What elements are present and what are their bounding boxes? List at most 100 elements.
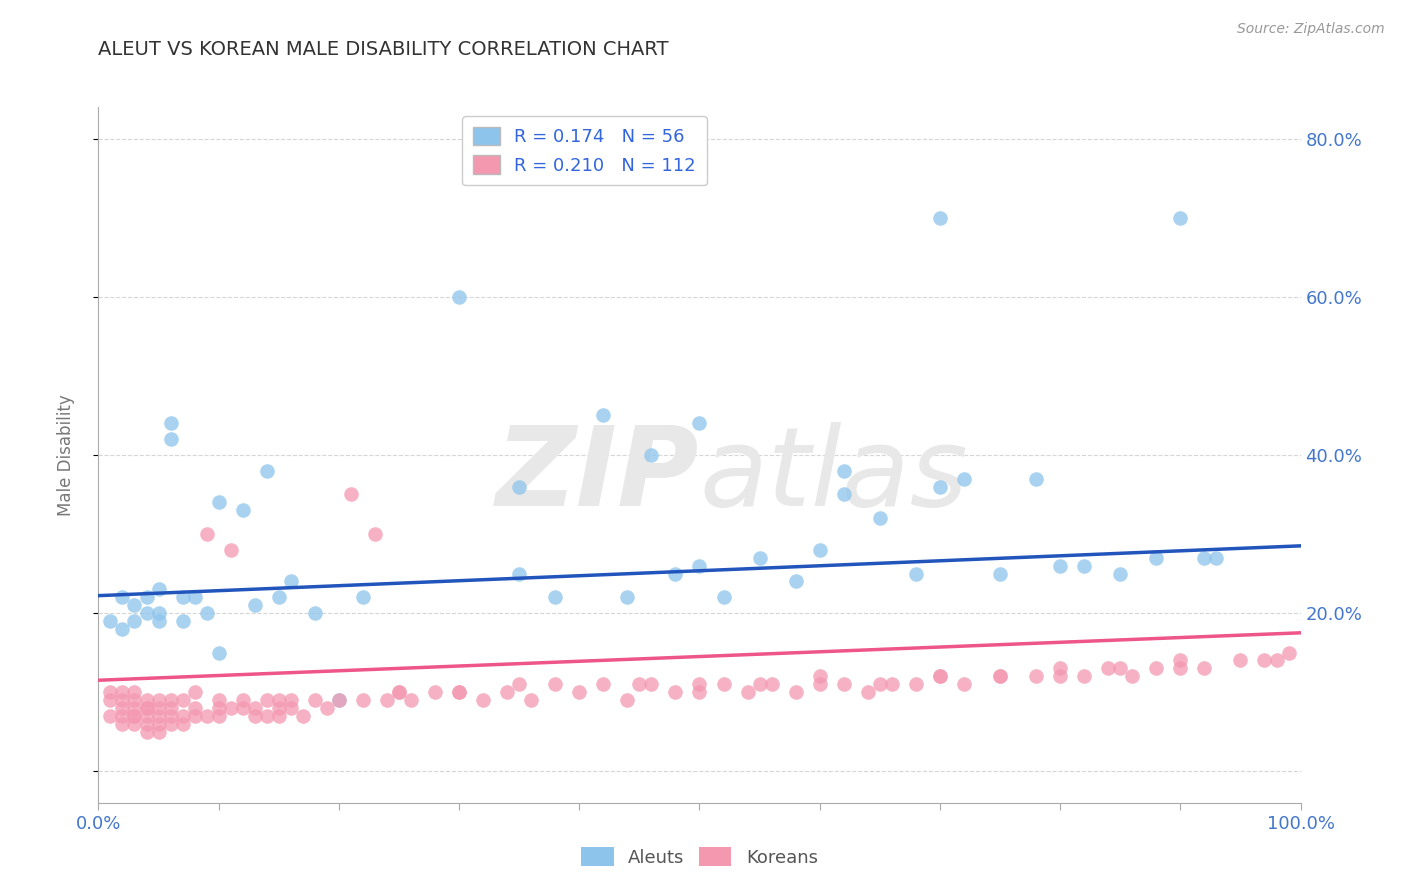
Point: [1253, 653, 1275, 667]
Point: [928, 479, 950, 493]
Point: [183, 701, 205, 715]
Point: [880, 677, 903, 691]
Point: [315, 701, 337, 715]
Point: [100, 685, 122, 699]
Y-axis label: Male Disability: Male Disability: [56, 394, 75, 516]
Point: [232, 693, 254, 707]
Point: [232, 503, 254, 517]
Point: [544, 591, 567, 605]
Point: [159, 693, 181, 707]
Point: [135, 708, 157, 723]
Point: [520, 693, 543, 707]
Point: [544, 677, 567, 691]
Point: [1121, 669, 1143, 683]
Point: [256, 693, 278, 707]
Point: [172, 614, 194, 628]
Point: [1265, 653, 1288, 667]
Point: [592, 409, 614, 423]
Legend: Aleuts, Koreans: Aleuts, Koreans: [574, 840, 825, 874]
Point: [953, 677, 976, 691]
Point: [135, 701, 157, 715]
Point: [785, 685, 807, 699]
Point: [869, 511, 891, 525]
Point: [808, 669, 831, 683]
Point: [1194, 550, 1216, 565]
Point: [267, 591, 290, 605]
Point: [832, 464, 855, 478]
Point: [447, 290, 470, 304]
Point: [256, 708, 278, 723]
Point: [1097, 661, 1119, 675]
Point: [928, 669, 950, 683]
Point: [472, 693, 495, 707]
Point: [148, 724, 170, 739]
Point: [195, 527, 218, 541]
Point: [111, 693, 134, 707]
Point: [159, 432, 181, 446]
Point: [592, 677, 614, 691]
Point: [1049, 669, 1071, 683]
Point: [135, 606, 157, 620]
Point: [1109, 661, 1132, 675]
Point: [135, 716, 157, 731]
Point: [375, 693, 398, 707]
Point: [111, 685, 134, 699]
Point: [388, 685, 411, 699]
Point: [1073, 669, 1095, 683]
Point: [195, 606, 218, 620]
Point: [340, 487, 363, 501]
Point: [135, 693, 157, 707]
Point: [1229, 653, 1251, 667]
Point: [111, 591, 134, 605]
Text: Source: ZipAtlas.com: Source: ZipAtlas.com: [1237, 22, 1385, 37]
Point: [243, 598, 266, 612]
Point: [616, 591, 638, 605]
Point: [1277, 646, 1299, 660]
Point: [640, 448, 662, 462]
Point: [1170, 211, 1192, 225]
Point: [508, 677, 530, 691]
Point: [208, 701, 231, 715]
Point: [243, 701, 266, 715]
Point: [1025, 669, 1047, 683]
Point: [124, 708, 146, 723]
Point: [124, 701, 146, 715]
Point: [1109, 566, 1132, 581]
Point: [689, 417, 711, 431]
Point: [124, 708, 146, 723]
Point: [568, 685, 591, 699]
Point: [111, 622, 134, 636]
Point: [928, 669, 950, 683]
Point: [124, 693, 146, 707]
Point: [808, 542, 831, 557]
Point: [267, 701, 290, 715]
Point: [832, 487, 855, 501]
Point: [1049, 558, 1071, 573]
Point: [280, 574, 302, 589]
Point: [713, 677, 735, 691]
Point: [988, 669, 1011, 683]
Point: [1049, 661, 1071, 675]
Point: [808, 677, 831, 691]
Point: [100, 614, 122, 628]
Point: [232, 701, 254, 715]
Point: [508, 479, 530, 493]
Point: [111, 716, 134, 731]
Point: [1170, 661, 1192, 675]
Point: [208, 708, 231, 723]
Point: [135, 701, 157, 715]
Point: [988, 566, 1011, 581]
Point: [664, 685, 686, 699]
Point: [111, 701, 134, 715]
Point: [1205, 550, 1227, 565]
Point: [628, 677, 651, 691]
Point: [748, 677, 770, 691]
Point: [1194, 661, 1216, 675]
Point: [328, 693, 350, 707]
Point: [124, 716, 146, 731]
Point: [148, 614, 170, 628]
Point: [256, 464, 278, 478]
Point: [1144, 661, 1167, 675]
Point: [280, 693, 302, 707]
Point: [689, 685, 711, 699]
